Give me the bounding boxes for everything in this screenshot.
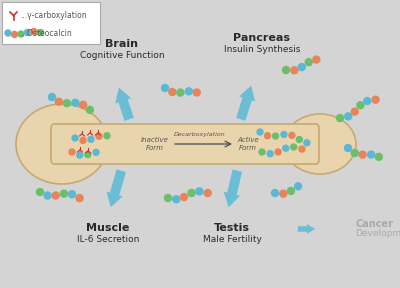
Text: Cognitive Function: Cognitive Function bbox=[80, 50, 164, 60]
FancyBboxPatch shape bbox=[2, 2, 100, 44]
FancyArrowPatch shape bbox=[236, 86, 255, 121]
Circle shape bbox=[96, 133, 102, 139]
Circle shape bbox=[345, 113, 352, 120]
Circle shape bbox=[72, 99, 79, 106]
FancyArrowPatch shape bbox=[115, 88, 134, 121]
Circle shape bbox=[357, 102, 364, 109]
Circle shape bbox=[368, 151, 375, 158]
Text: Pancreas: Pancreas bbox=[234, 33, 290, 43]
Circle shape bbox=[55, 98, 62, 105]
Circle shape bbox=[76, 195, 83, 202]
Circle shape bbox=[375, 154, 382, 160]
Circle shape bbox=[288, 187, 294, 194]
Circle shape bbox=[257, 129, 263, 135]
Circle shape bbox=[336, 115, 344, 122]
Circle shape bbox=[104, 133, 110, 139]
Text: Testis: Testis bbox=[214, 223, 250, 233]
Circle shape bbox=[351, 108, 358, 115]
Circle shape bbox=[36, 189, 44, 196]
FancyBboxPatch shape bbox=[58, 128, 312, 160]
Circle shape bbox=[193, 89, 200, 96]
Circle shape bbox=[272, 190, 278, 196]
Circle shape bbox=[18, 31, 24, 37]
Text: Male Fertility: Male Fertility bbox=[202, 234, 262, 243]
Circle shape bbox=[282, 67, 290, 73]
Ellipse shape bbox=[16, 104, 108, 184]
Circle shape bbox=[267, 151, 273, 157]
Circle shape bbox=[264, 133, 270, 139]
Circle shape bbox=[196, 188, 203, 195]
Circle shape bbox=[344, 145, 352, 151]
Circle shape bbox=[72, 135, 78, 141]
Circle shape bbox=[180, 194, 188, 200]
FancyArrowPatch shape bbox=[298, 224, 315, 234]
Circle shape bbox=[204, 190, 211, 196]
Circle shape bbox=[359, 151, 366, 158]
Circle shape bbox=[63, 100, 70, 107]
Circle shape bbox=[364, 98, 371, 105]
Text: Brain: Brain bbox=[106, 39, 138, 49]
Circle shape bbox=[24, 29, 30, 35]
Circle shape bbox=[259, 149, 265, 155]
Circle shape bbox=[85, 152, 91, 158]
Circle shape bbox=[185, 88, 192, 95]
Circle shape bbox=[162, 84, 168, 92]
FancyBboxPatch shape bbox=[51, 124, 319, 164]
Circle shape bbox=[298, 64, 305, 71]
Circle shape bbox=[275, 149, 281, 155]
Circle shape bbox=[296, 137, 302, 143]
Circle shape bbox=[372, 96, 379, 103]
Circle shape bbox=[88, 136, 94, 142]
Circle shape bbox=[351, 149, 358, 156]
Circle shape bbox=[80, 101, 87, 108]
Circle shape bbox=[52, 192, 59, 199]
Text: Decarboxylation: Decarboxylation bbox=[174, 132, 226, 137]
Text: Active
Form: Active Form bbox=[237, 137, 259, 151]
Text: IL-6 Secretion: IL-6 Secretion bbox=[77, 234, 139, 243]
Circle shape bbox=[304, 140, 310, 146]
Circle shape bbox=[31, 29, 37, 35]
Text: Inactive
Form: Inactive Form bbox=[141, 137, 169, 151]
Circle shape bbox=[68, 191, 76, 198]
Text: ...γ-carboxylation: ...γ-carboxylation bbox=[20, 12, 87, 20]
Circle shape bbox=[280, 190, 287, 197]
Circle shape bbox=[291, 144, 297, 150]
Text: ...Osteocalcin: ...Osteocalcin bbox=[20, 29, 72, 37]
Circle shape bbox=[305, 59, 312, 66]
Text: Insulin Synthesis: Insulin Synthesis bbox=[224, 45, 300, 54]
Circle shape bbox=[272, 133, 278, 139]
Circle shape bbox=[299, 146, 305, 152]
Circle shape bbox=[69, 149, 75, 155]
Circle shape bbox=[177, 89, 184, 96]
Circle shape bbox=[5, 30, 11, 36]
Circle shape bbox=[281, 132, 287, 137]
Circle shape bbox=[60, 190, 68, 197]
Circle shape bbox=[12, 31, 18, 37]
Circle shape bbox=[48, 94, 56, 101]
Circle shape bbox=[38, 30, 44, 36]
Circle shape bbox=[80, 137, 86, 143]
Text: Cancer: Cancer bbox=[355, 219, 393, 229]
Circle shape bbox=[283, 145, 289, 151]
Circle shape bbox=[93, 149, 99, 156]
Text: Muscle: Muscle bbox=[86, 223, 130, 233]
FancyArrowPatch shape bbox=[106, 169, 126, 207]
Circle shape bbox=[169, 88, 176, 96]
Circle shape bbox=[173, 196, 180, 203]
Circle shape bbox=[44, 192, 51, 199]
Circle shape bbox=[164, 194, 172, 202]
Circle shape bbox=[291, 67, 298, 74]
Circle shape bbox=[86, 106, 93, 113]
Circle shape bbox=[289, 132, 295, 138]
FancyArrowPatch shape bbox=[224, 170, 242, 207]
Circle shape bbox=[295, 183, 302, 190]
Ellipse shape bbox=[284, 114, 356, 174]
Text: Development?: Development? bbox=[355, 230, 400, 238]
Circle shape bbox=[313, 56, 320, 63]
Circle shape bbox=[77, 152, 83, 158]
Circle shape bbox=[188, 190, 195, 196]
